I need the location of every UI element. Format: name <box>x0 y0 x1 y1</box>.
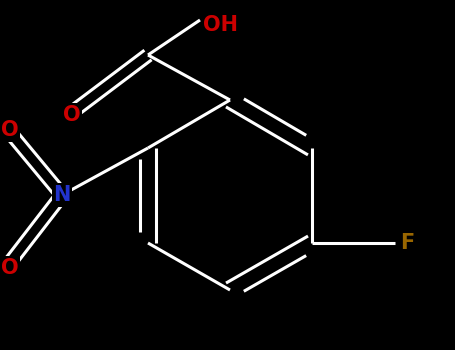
Text: O: O <box>1 120 19 140</box>
Text: F: F <box>400 233 414 253</box>
Text: O: O <box>63 105 81 125</box>
Text: O: O <box>1 258 19 278</box>
Text: N: N <box>53 185 71 205</box>
Text: OH: OH <box>203 15 238 35</box>
